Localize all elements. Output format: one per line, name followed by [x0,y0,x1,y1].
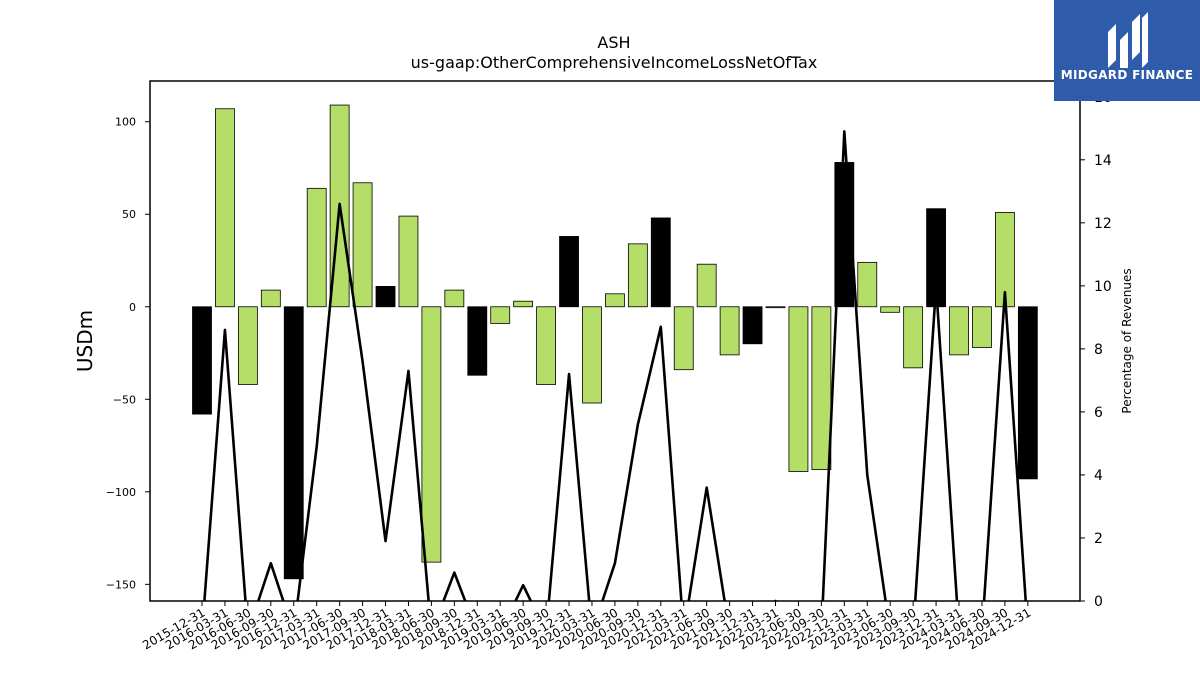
bar [926,208,946,308]
y-tick-label: −150 [106,578,136,591]
bar [788,306,809,472]
bar [444,289,465,308]
bar [192,306,212,415]
bar [857,261,878,308]
brand-name: MIDGARD FINANCE [1060,68,1194,82]
bar [811,306,832,471]
bar [260,289,281,308]
bar [880,306,901,313]
bar [536,306,556,385]
bar [215,108,235,308]
line-layer [203,130,1028,601]
bar [650,217,671,308]
bar [673,306,694,371]
y2-tick-label: 6 [1094,405,1103,421]
bar [559,236,579,308]
right-axis: 0246810121416 [1080,90,1112,610]
bar [582,306,602,404]
y2-axis-label: Percentage of Revenues [1120,268,1134,413]
chart-subtitle: us-gaap:OtherComprehensiveIncomeLossNetO… [411,53,818,72]
bar [696,263,717,308]
midgard-logo-icon [1108,12,1148,68]
bar [306,187,327,308]
y-tick-label: 0 [129,301,136,314]
bar [467,306,488,376]
y-tick-label: 50 [122,208,136,221]
bar [719,306,740,356]
bar [352,182,373,308]
bar [903,306,924,369]
bar [742,306,763,345]
bar [949,306,969,356]
bar [283,306,304,580]
bar [627,243,648,308]
x-axis: 2015-12-312016-03-312016-06-302016-09-30… [140,601,1033,652]
bar [605,293,625,308]
bar [972,306,992,348]
y2-tick-label: 10 [1094,279,1112,295]
y2-tick-label: 14 [1094,153,1112,169]
bar [490,306,511,324]
y-tick-label: 100 [115,116,136,129]
series-line [203,130,1028,601]
y-tick-label: −50 [113,393,136,406]
y2-tick-label: 0 [1094,594,1103,610]
y-tick-label: −100 [106,486,136,499]
y2-tick-label: 4 [1094,468,1103,484]
bar [1017,306,1038,480]
bars-group [192,104,1038,580]
bar [375,286,396,308]
y2-tick-label: 2 [1094,531,1103,547]
bar [421,306,442,563]
y2-tick-label: 12 [1094,216,1112,232]
chart-title: ASH [597,33,630,52]
bar [237,306,258,385]
brand-logo: MIDGARD FINANCE [1054,0,1200,101]
bar [765,306,786,309]
bar [398,215,419,308]
y-axis-label: USDm [73,310,97,372]
y2-tick-label: 8 [1094,342,1103,358]
left-axis: 100 50 0 −50 −100 −150 [106,116,150,591]
bar [513,300,534,308]
